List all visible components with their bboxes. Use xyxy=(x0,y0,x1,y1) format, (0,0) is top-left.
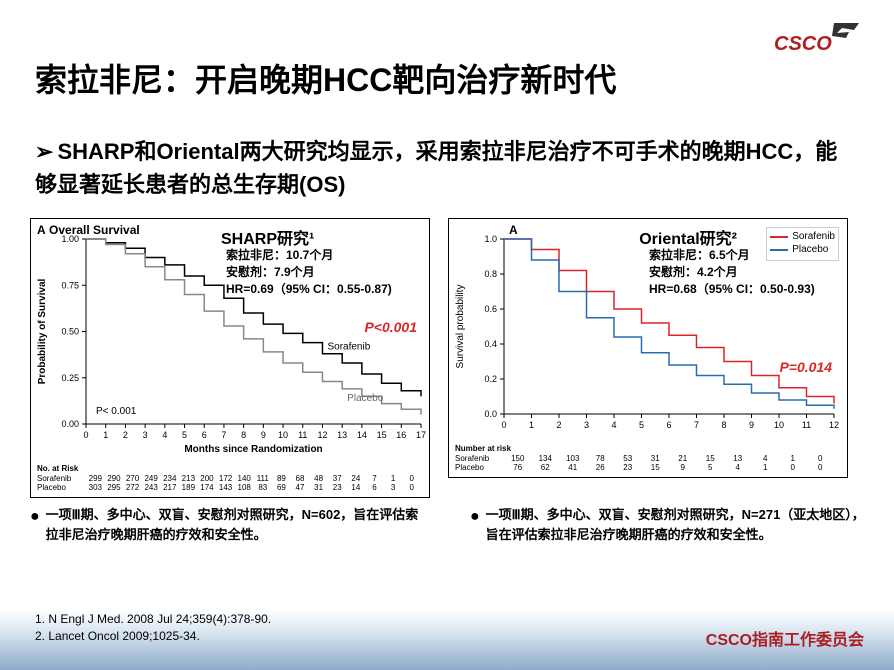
svg-text:6: 6 xyxy=(202,430,207,440)
sharp-chart: A Overall Survival SHARP研究¹ 索拉非尼：10.7个月 … xyxy=(30,218,430,498)
svg-text:10: 10 xyxy=(278,430,288,440)
bullet-1: ●一项Ⅲ期、多中心、双盲、安慰剂对照研究，N=602，旨在评估索拉非尼治疗晚期肝… xyxy=(30,505,430,544)
oriental-chart: A Oriental研究² 索拉非尼：6.5个月 安慰剂：4.2个月 HR=0.… xyxy=(448,218,848,478)
bullet-2: ●一项Ⅲ期、多中心、双盲、安慰剂对照研究，N=271（亚太地区），旨在评估索拉非… xyxy=(470,505,870,544)
svg-text:11: 11 xyxy=(802,420,811,430)
slide-subtitle: ➢SHARP和Oriental两大研究均显示，采用索拉非尼治疗不可手术的晚期HC… xyxy=(35,135,859,201)
oriental-risk-table: Number at risk Sorafenib1501341037853312… xyxy=(455,444,834,473)
svg-text:0.75: 0.75 xyxy=(61,280,79,290)
svg-text:2: 2 xyxy=(556,420,561,430)
svg-text:11: 11 xyxy=(298,430,307,440)
svg-text:14: 14 xyxy=(357,430,367,440)
svg-text:16: 16 xyxy=(396,430,406,440)
svg-text:0: 0 xyxy=(83,430,88,440)
bullet-arrow: ➢ xyxy=(35,139,53,164)
svg-text:7: 7 xyxy=(221,430,226,440)
references: 1. N Engl J Med. 2008 Jul 24;359(4):378-… xyxy=(35,611,271,645)
svg-text:12: 12 xyxy=(317,430,327,440)
svg-text:13: 13 xyxy=(337,430,347,440)
svg-text:10: 10 xyxy=(774,420,784,430)
svg-text:17: 17 xyxy=(416,430,426,440)
svg-text:0.00: 0.00 xyxy=(61,419,79,429)
svg-text:1: 1 xyxy=(529,420,534,430)
svg-text:2: 2 xyxy=(123,430,128,440)
logo: CSCO xyxy=(774,18,864,59)
svg-text:7: 7 xyxy=(694,420,699,430)
svg-text:3: 3 xyxy=(584,420,589,430)
svg-text:15: 15 xyxy=(377,430,387,440)
svg-text:Months since Randomization: Months since Randomization xyxy=(184,444,322,455)
svg-text:0.25: 0.25 xyxy=(61,373,79,383)
svg-text:0.4: 0.4 xyxy=(484,339,497,349)
svg-text:12: 12 xyxy=(829,420,839,430)
svg-text:6: 6 xyxy=(666,420,671,430)
svg-text:8: 8 xyxy=(721,420,726,430)
svg-text:Placebo: Placebo xyxy=(347,393,384,404)
svg-text:0.8: 0.8 xyxy=(484,269,497,279)
svg-text:0.2: 0.2 xyxy=(484,374,497,384)
svg-text:0.0: 0.0 xyxy=(484,409,497,419)
svg-text:0.50: 0.50 xyxy=(61,327,79,337)
svg-text:4: 4 xyxy=(611,420,616,430)
svg-text:1.0: 1.0 xyxy=(484,234,497,244)
svg-text:CSCO: CSCO xyxy=(774,33,832,54)
svg-text:1: 1 xyxy=(103,430,108,440)
svg-text:3: 3 xyxy=(143,430,148,440)
svg-text:P< 0.001: P< 0.001 xyxy=(96,406,137,417)
slide-title: 索拉非尼：开启晚期HCC靶向治疗新时代 xyxy=(35,55,616,101)
svg-text:9: 9 xyxy=(261,430,266,440)
sharp-risk-table: No. at Risk Sorafenib2992902702492342132… xyxy=(37,464,421,493)
svg-text:Probability of Survival: Probability of Survival xyxy=(37,278,48,384)
svg-text:9: 9 xyxy=(749,420,754,430)
svg-text:Sorafenib: Sorafenib xyxy=(327,342,370,353)
sharp-svg: 0.000.250.500.751.0001234567891011121314… xyxy=(31,219,431,499)
oriental-svg: 0.00.20.40.60.81.00123456789101112Surviv… xyxy=(449,219,849,479)
svg-text:8: 8 xyxy=(241,430,246,440)
svg-text:Survival probability: Survival probability xyxy=(455,285,466,369)
svg-text:1.00: 1.00 xyxy=(61,234,79,244)
svg-text:4: 4 xyxy=(162,430,167,440)
svg-text:5: 5 xyxy=(639,420,644,430)
svg-text:5: 5 xyxy=(182,430,187,440)
svg-text:0: 0 xyxy=(501,420,506,430)
svg-text:0.6: 0.6 xyxy=(484,304,497,314)
footer-label: CSCO指南工作委员会 xyxy=(706,626,864,650)
